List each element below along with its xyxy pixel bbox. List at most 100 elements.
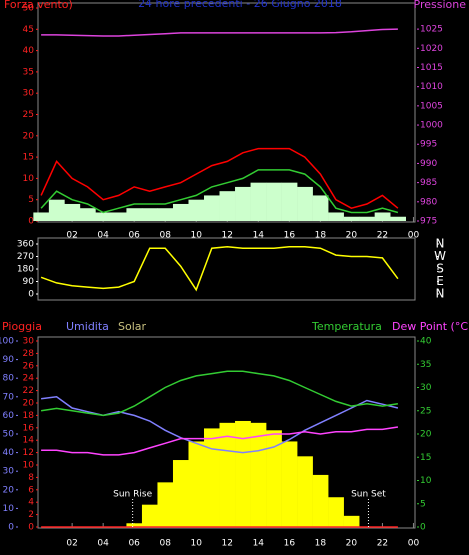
y-tick-label: 0 [8,523,14,533]
bar [141,504,158,527]
y-tick-label: 0 [28,290,34,300]
y2-tick-label: E [436,274,444,288]
x-tick-label: 12 [222,539,233,549]
y-tick-label: 90 [3,355,15,365]
y3-tick-label: 2 [28,510,34,520]
bar [343,515,360,527]
bar [157,208,174,221]
bar [281,441,298,527]
y2-tick-label: 10 [420,476,432,486]
y2-tick-label: 0 [420,523,426,533]
annotation: Sun Rise [113,490,152,500]
temperature-label: Temperatura [311,320,382,333]
bar [359,216,375,221]
y-tick-label: 50 [23,4,35,14]
x-tick-label: 00 [408,539,420,549]
y3-tick-label: 6 [28,485,34,495]
y2-tick-label: 1005 [420,101,443,111]
x-tick-label: 12 [222,231,233,241]
bar [250,422,267,527]
y3-tick-label: 0 [28,523,34,533]
x-tick-label: 16 [284,231,296,241]
bar [343,216,360,221]
y-tick-label: 45 [23,25,34,35]
series-line [40,147,399,210]
bar [126,523,143,527]
series-line [40,169,399,214]
y-tick-label: 90 [23,277,35,287]
wind-label: Forza vento) [4,0,73,11]
x-tick-label: 22 [377,539,388,549]
bar [312,474,329,527]
y2-tick-label: 20 [420,430,432,440]
y3-tick-label: 22 [23,386,34,396]
y-tick-label: 40 [3,448,15,458]
y-tick-label: 35 [23,67,34,77]
bar [297,456,313,527]
bar [188,441,205,527]
y-tick-label: 15 [23,153,34,163]
y2-tick-label: S [436,262,444,276]
bar [204,195,220,221]
annotation: Sun Set [351,490,386,500]
x-tick-label: 10 [191,539,203,549]
series-line [40,246,399,292]
bar [312,195,329,221]
y2-tick-label: 1000 [420,121,443,131]
bar [64,203,81,221]
series-line [41,28,398,37]
bar [328,497,344,527]
bar [33,212,50,221]
y2-tick-label: 15 [420,453,431,463]
y3-tick-label: 26 [23,361,35,371]
humidity-label: Umidita [66,320,109,333]
bar [235,420,251,527]
bar [95,212,112,221]
series-line [41,426,399,456]
x-tick-label: 20 [346,231,358,241]
y2-tick-label: 5 [420,499,426,509]
y-tick-label: 360 [17,240,34,250]
bar [281,182,298,221]
bar [110,212,127,221]
x-tick-label: 14 [253,231,265,241]
y-tick-label: 10 [3,504,15,514]
y2-tick-label: 40 [420,337,432,347]
y-tick-label: 20 [3,485,15,495]
y-tick-label: 40 [23,46,35,56]
bar [157,482,174,527]
y2-tick-label: 1025 [420,25,443,35]
y2-tick-label: N [436,287,445,301]
series-line [40,370,399,417]
y-tick-label: 5 [28,195,34,205]
y3-tick-label: 20 [23,399,35,409]
x-tick-label: 14 [253,539,265,549]
rain-label: Pioggia [2,320,42,333]
bar [141,208,158,221]
y3-tick-label: 12 [23,448,34,458]
panel-frame [37,336,416,529]
bar [219,422,236,527]
bar [328,212,344,221]
y-tick-label: 100 [0,337,14,347]
y-tick-label: 0 [28,217,34,227]
x-tick-label: 18 [315,539,327,549]
y-tick-label: 50 [3,430,15,440]
y3-tick-label: 14 [23,436,35,446]
y-tick-label: 70 [3,392,15,402]
y2-tick-label: 1010 [420,82,443,92]
y2-tick-label: 25 [420,406,431,416]
bar [250,182,267,221]
y-tick-label: 30 [23,89,35,99]
y-tick-label: 10 [23,174,35,184]
y2-tick-label: 990 [420,159,437,169]
y3-tick-label: 18 [23,411,35,421]
y-tick-label: 30 [3,467,15,477]
y3-tick-label: 24 [23,374,35,384]
y2-tick-label: 35 [420,360,431,370]
y2-tick-label: N [436,237,445,251]
y-tick-label: 180 [17,265,34,275]
x-tick-label: 04 [97,231,109,241]
x-tick-label: 02 [66,539,77,549]
